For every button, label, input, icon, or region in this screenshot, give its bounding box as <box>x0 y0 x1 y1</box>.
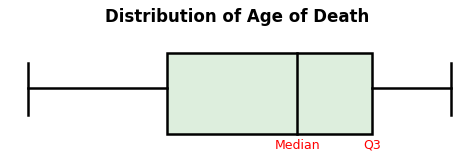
Bar <box>167 53 372 134</box>
Text: Median: Median <box>274 139 320 152</box>
Title: Distribution of Age of Death: Distribution of Age of Death <box>105 8 369 26</box>
Text: Q3: Q3 <box>363 139 381 152</box>
